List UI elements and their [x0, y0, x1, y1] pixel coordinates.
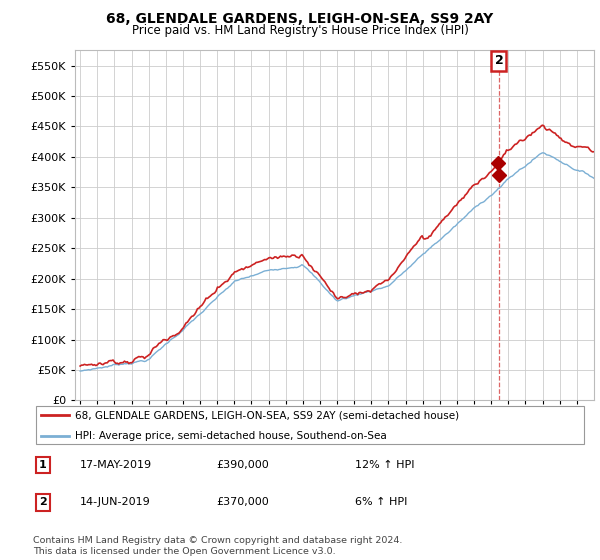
Text: 17-MAY-2019: 17-MAY-2019: [80, 460, 152, 470]
Text: 68, GLENDALE GARDENS, LEIGH-ON-SEA, SS9 2AY (semi-detached house): 68, GLENDALE GARDENS, LEIGH-ON-SEA, SS9 …: [74, 410, 459, 421]
Text: 68, GLENDALE GARDENS, LEIGH-ON-SEA, SS9 2AY: 68, GLENDALE GARDENS, LEIGH-ON-SEA, SS9 …: [106, 12, 494, 26]
Text: Price paid vs. HM Land Registry's House Price Index (HPI): Price paid vs. HM Land Registry's House …: [131, 24, 469, 36]
Text: £370,000: £370,000: [216, 497, 269, 507]
Text: HPI: Average price, semi-detached house, Southend-on-Sea: HPI: Average price, semi-detached house,…: [74, 431, 386, 441]
Text: 1: 1: [39, 460, 47, 470]
Text: 6% ↑ HPI: 6% ↑ HPI: [355, 497, 407, 507]
Text: £390,000: £390,000: [216, 460, 269, 470]
Text: 2: 2: [494, 54, 503, 67]
FancyBboxPatch shape: [36, 407, 584, 444]
Text: 2: 2: [39, 497, 47, 507]
Text: 14-JUN-2019: 14-JUN-2019: [80, 497, 151, 507]
Text: 12% ↑ HPI: 12% ↑ HPI: [355, 460, 415, 470]
Text: Contains HM Land Registry data © Crown copyright and database right 2024.
This d: Contains HM Land Registry data © Crown c…: [33, 536, 403, 556]
